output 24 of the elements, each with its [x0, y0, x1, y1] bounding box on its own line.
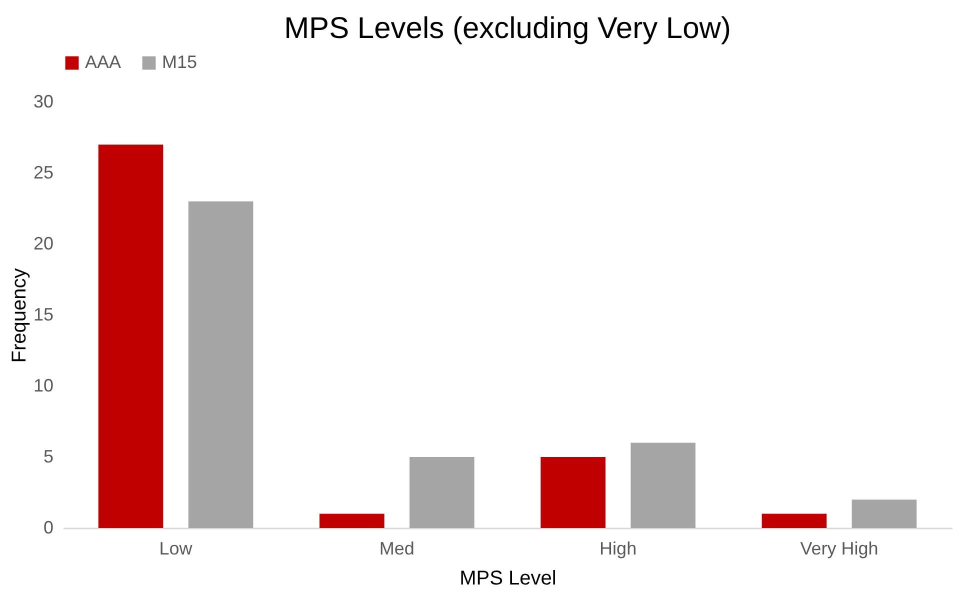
- legend-label: M15: [162, 52, 198, 72]
- y-tick-label: 25: [33, 162, 54, 182]
- bar: [762, 514, 827, 528]
- bar: [188, 201, 254, 528]
- y-axis-title: Frequency: [8, 268, 30, 363]
- chart-title: MPS Levels (excluding Very Low): [284, 12, 731, 45]
- y-tick-label: 10: [33, 376, 54, 396]
- y-tick-label: 30: [33, 92, 54, 112]
- y-tick-label: 15: [33, 304, 54, 324]
- bar: [410, 457, 474, 528]
- bar: [320, 514, 384, 528]
- legend-label: AAA: [85, 52, 122, 72]
- y-tick-label: 0: [43, 518, 54, 538]
- x-axis-title: MPS Level: [460, 568, 556, 590]
- x-tick-label: Low: [159, 538, 194, 558]
- bar: [630, 442, 696, 528]
- bar: [98, 144, 164, 528]
- y-tick-label: 20: [33, 234, 54, 254]
- x-tick-label: High: [600, 538, 637, 558]
- bar: [852, 500, 917, 528]
- y-tick-label: 5: [43, 446, 54, 466]
- x-tick-label: Very High: [800, 538, 878, 558]
- x-tick-label: Med: [379, 538, 414, 558]
- bar: [540, 457, 606, 528]
